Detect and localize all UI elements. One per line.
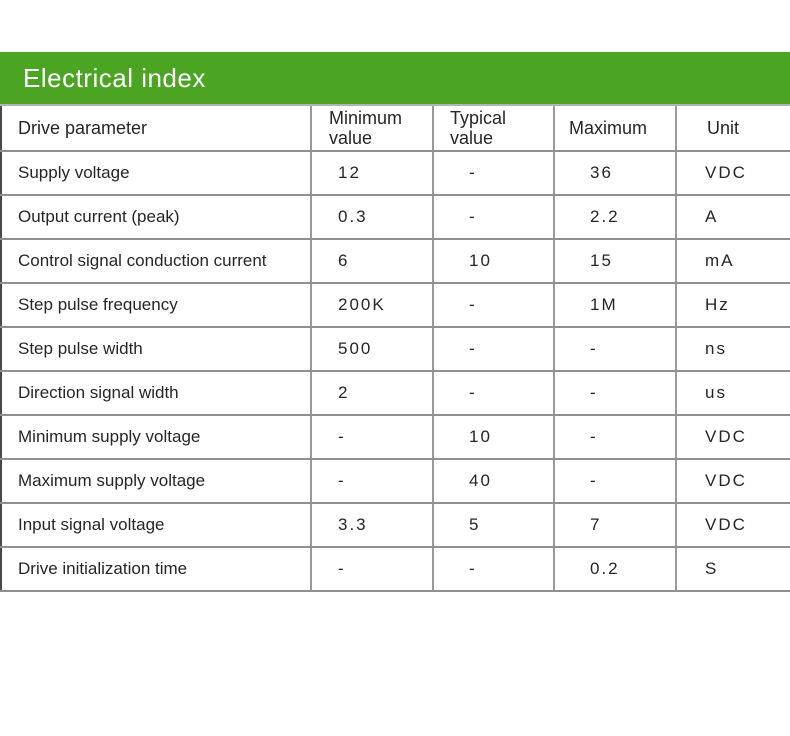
table-row: Step pulse frequency 200K - 1M Hz [1,283,790,328]
table-header-row: Drive parameter Minimum value Typical va… [1,106,790,152]
cell-typ-value: - [432,151,554,196]
spec-table: Drive parameter Minimum value Typical va… [0,106,790,592]
header-typical-value: Typical value [432,106,554,152]
cell-min-value: 500 [310,327,433,372]
cell-typ-value: - [432,547,554,592]
cell-typ-value: - [432,327,554,372]
cell-min-value: 0.3 [310,195,433,240]
cell-unit: us [675,371,790,416]
cell-parameter: Step pulse frequency [1,283,311,328]
cell-parameter: Maximum supply voltage [1,459,311,504]
cell-min-value: 200K [310,283,433,328]
cell-max-value: 1M [553,283,676,328]
cell-typ-value: - [432,283,554,328]
cell-parameter: Supply voltage [1,151,311,196]
cell-min-value: 3.3 [310,503,433,548]
table-row: Step pulse width 500 - - ns [1,327,790,372]
cell-max-value: 7 [553,503,676,548]
table-row: Supply voltage 12 - 36 VDC [1,151,790,196]
cell-unit: mA [675,239,790,284]
cell-typ-value: 40 [432,459,554,504]
cell-parameter: Step pulse width [1,327,311,372]
page-title: Electrical index [23,62,206,93]
cell-unit: Hz [675,283,790,328]
cell-min-value: - [310,459,433,504]
header-drive-parameter: Drive parameter [1,106,311,152]
cell-parameter: Direction signal width [1,371,311,416]
table-row: Control signal conduction current 6 10 1… [1,239,790,284]
cell-typ-value: - [432,371,554,416]
table-row: Direction signal width 2 - - us [1,371,790,416]
table-row: Minimum supply voltage - 10 - VDC [1,415,790,460]
cell-max-value: - [553,415,676,460]
cell-unit: VDC [675,503,790,548]
cell-unit: VDC [675,459,790,504]
cell-parameter: Control signal conduction current [1,239,311,284]
cell-max-value: 15 [553,239,676,284]
cell-unit: VDC [675,415,790,460]
cell-max-value: - [553,459,676,504]
cell-min-value: 2 [310,371,433,416]
cell-max-value: 2.2 [553,195,676,240]
cell-max-value: - [553,327,676,372]
table-row: Drive initialization time - - 0.2 S [1,547,790,592]
cell-parameter: Output current (peak) [1,195,311,240]
table-row: Input signal voltage 3.3 5 7 VDC [1,503,790,548]
cell-typ-value: 10 [432,415,554,460]
table-row: Output current (peak) 0.3 - 2.2 A [1,195,790,240]
cell-typ-value: 10 [432,239,554,284]
table-row: Maximum supply voltage - 40 - VDC [1,459,790,504]
cell-parameter: Drive initialization time [1,547,311,592]
title-banner: Electrical index [0,52,790,106]
cell-unit: VDC [675,151,790,196]
header-unit: Unit [675,106,790,152]
cell-max-value: 36 [553,151,676,196]
cell-min-value: - [310,415,433,460]
page: Electrical index Drive parameter Minimum… [0,52,790,736]
header-maximum: Maximum [553,106,676,152]
header-minimum-value: Minimum value [310,106,433,152]
cell-max-value: - [553,371,676,416]
cell-unit: ns [675,327,790,372]
cell-typ-value: 5 [432,503,554,548]
cell-typ-value: - [432,195,554,240]
cell-min-value: - [310,547,433,592]
cell-parameter: Input signal voltage [1,503,311,548]
cell-unit: A [675,195,790,240]
cell-unit: S [675,547,790,592]
cell-min-value: 12 [310,151,433,196]
cell-min-value: 6 [310,239,433,284]
cell-parameter: Minimum supply voltage [1,415,311,460]
cell-max-value: 0.2 [553,547,676,592]
